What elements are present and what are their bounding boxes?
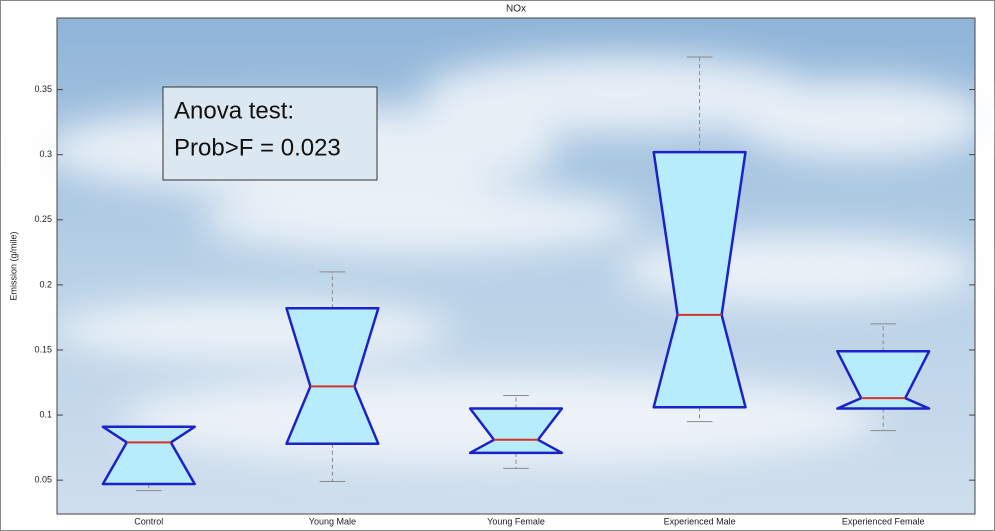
x-tick-label: Control bbox=[134, 516, 163, 526]
x-tick-label: Young Male bbox=[309, 516, 356, 526]
plot-border bbox=[56, 17, 976, 515]
annotation-line: Anova test: bbox=[174, 97, 294, 124]
chart-title: NOx bbox=[506, 4, 526, 15]
x-tick-label: Experienced Male bbox=[664, 516, 736, 526]
annotation-box bbox=[162, 86, 378, 181]
y-tick-label: 0.15 bbox=[34, 344, 52, 354]
y-axis-label: Emission (g/mile) bbox=[8, 231, 18, 300]
x-tick-label: Experienced Female bbox=[842, 516, 925, 526]
y-tick-label: 0.25 bbox=[34, 214, 52, 224]
y-tick-label: 0.1 bbox=[39, 409, 52, 419]
y-tick-label: 0.35 bbox=[34, 84, 52, 94]
y-tick-label: 0.3 bbox=[39, 149, 52, 159]
y-tick-label: 0.05 bbox=[34, 475, 52, 485]
x-tick-label: Young Female bbox=[487, 516, 545, 526]
annotation-line: Prob>F = 0.023 bbox=[174, 134, 341, 161]
y-tick-label: 0.2 bbox=[39, 279, 52, 289]
